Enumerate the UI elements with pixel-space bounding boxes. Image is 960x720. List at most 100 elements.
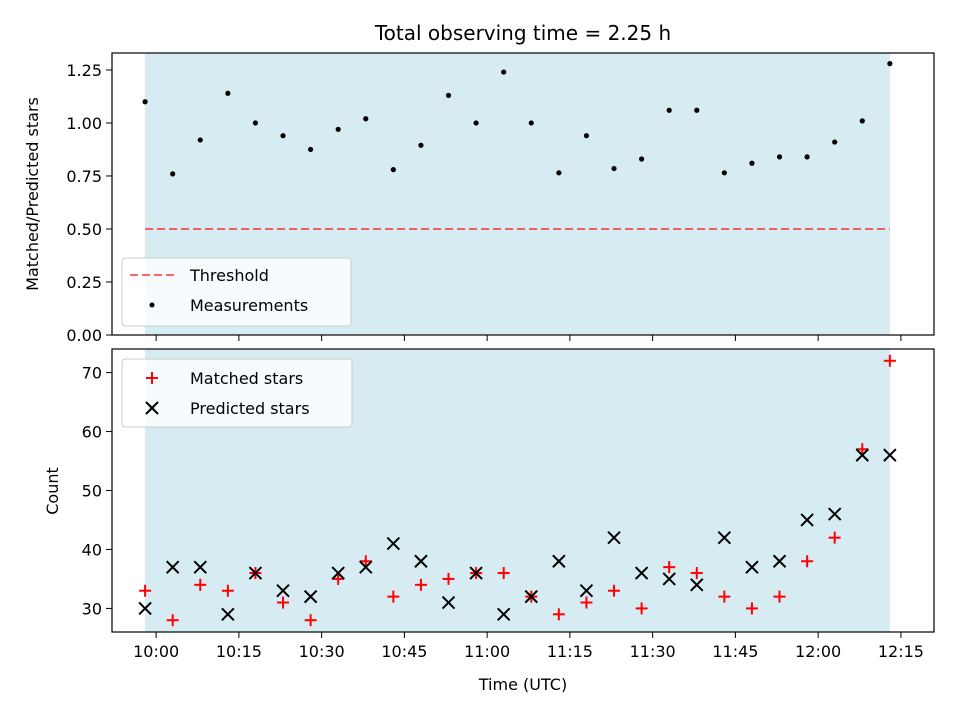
matched-point bbox=[856, 443, 869, 456]
legend-measurements-swatch bbox=[149, 302, 155, 308]
matched-point bbox=[277, 596, 290, 609]
x-tick-label: 11:45 bbox=[712, 642, 758, 661]
bottom-panel: 30 40 50 60 70 10:00 10:15 10:30 10:45 11:00 11:1… bbox=[43, 348, 935, 694]
top-y-tick-label: 1.00 bbox=[66, 114, 102, 133]
matched-point bbox=[635, 602, 648, 615]
measurement-point bbox=[666, 107, 672, 113]
predicted-point bbox=[359, 560, 373, 574]
measurement-point bbox=[528, 120, 534, 126]
predicted-point bbox=[496, 607, 511, 622]
top-y-axis: 0.00 0.25 0.50 0.75 1.00 1.25 bbox=[66, 61, 112, 345]
measurement-point bbox=[556, 170, 562, 176]
matched-point bbox=[773, 590, 786, 603]
matched-swatch-mark bbox=[146, 372, 158, 384]
predicted-point bbox=[441, 595, 456, 610]
legend-measurements-label: Measurements bbox=[190, 296, 308, 315]
chart-title: Total observing time = 2.25 h bbox=[374, 21, 671, 45]
predicted-point bbox=[607, 530, 621, 545]
predicted-point bbox=[579, 584, 594, 598]
matched-point bbox=[221, 584, 234, 597]
predicted-point bbox=[165, 560, 180, 574]
measurement-point bbox=[363, 116, 369, 122]
measurement-point bbox=[280, 133, 286, 139]
measurement-point bbox=[583, 133, 590, 139]
predicted-point bbox=[469, 566, 483, 580]
measurement-point bbox=[225, 90, 231, 96]
measurement-point bbox=[445, 92, 452, 99]
bottom-plot-frame bbox=[111, 348, 935, 633]
matched-point bbox=[414, 578, 427, 591]
predicted-point bbox=[855, 448, 869, 462]
matched-point bbox=[608, 584, 621, 597]
matched-point bbox=[883, 354, 896, 367]
measurement-point bbox=[142, 99, 148, 105]
predicted-point bbox=[303, 589, 318, 604]
predicted-points bbox=[138, 448, 897, 622]
predicted-point bbox=[524, 589, 538, 604]
x-tick-label: 11:30 bbox=[630, 642, 676, 661]
matched-point bbox=[801, 555, 814, 568]
top-x-ticks bbox=[155, 335, 902, 341]
predicted-point bbox=[827, 507, 842, 521]
x-tick-label: 10:15 bbox=[216, 642, 262, 661]
bottom-legend: Matched stars Predicted stars bbox=[121, 358, 353, 428]
predicted-point bbox=[690, 578, 704, 592]
predicted-point bbox=[745, 560, 759, 574]
measurement-points bbox=[142, 61, 893, 177]
matched-point bbox=[718, 590, 731, 603]
x-tick-label: 10:00 bbox=[133, 642, 179, 661]
measurement-point bbox=[197, 137, 203, 143]
predicted-point bbox=[248, 566, 263, 580]
top-y-tick-label: 0.50 bbox=[66, 220, 102, 239]
top-y-axis-label: Matched/Predicted stars bbox=[23, 97, 42, 291]
bottom-y-tick-label: 50 bbox=[82, 482, 102, 501]
predicted-point bbox=[138, 601, 152, 616]
top-y-tick-label: 0.75 bbox=[66, 167, 102, 186]
bottom-y-axis: 30 40 50 60 70 bbox=[82, 364, 112, 618]
predicted-point bbox=[414, 554, 428, 568]
x-tick-label: 11:15 bbox=[547, 642, 593, 661]
bottom-y-tick-label: 30 bbox=[82, 599, 102, 618]
matched-point bbox=[359, 555, 372, 568]
legend-matched-swatch bbox=[146, 372, 158, 384]
predicted-point bbox=[717, 530, 732, 545]
matched-point bbox=[690, 567, 703, 580]
matched-point bbox=[745, 602, 758, 615]
matched-point bbox=[387, 590, 400, 603]
predicted-swatch-mark bbox=[145, 401, 159, 415]
matched-points bbox=[139, 354, 896, 627]
predicted-point bbox=[276, 584, 290, 598]
matched-point bbox=[442, 572, 455, 585]
bottom-legend-box bbox=[121, 358, 353, 428]
predicted-point bbox=[634, 566, 649, 580]
measurement-point bbox=[390, 167, 396, 173]
top-y-tick-label: 0.25 bbox=[66, 273, 102, 292]
bottom-y-axis-label: Count bbox=[43, 467, 62, 515]
matched-point bbox=[663, 561, 676, 574]
measurement-point bbox=[694, 107, 700, 113]
matched-point bbox=[552, 608, 565, 621]
measurement-point bbox=[308, 146, 314, 153]
legend-threshold-label: Threshold bbox=[189, 266, 269, 285]
matched-point bbox=[304, 614, 317, 627]
legend-predicted-label: Predicted stars bbox=[190, 399, 310, 418]
matched-point bbox=[497, 567, 510, 580]
x-tick-label: 12:15 bbox=[878, 642, 924, 661]
bottom-y-tick-label: 60 bbox=[82, 423, 102, 442]
measurement-point bbox=[252, 120, 259, 126]
top-plot-frame bbox=[111, 52, 935, 336]
top-legend: Threshold Measurements bbox=[121, 257, 352, 327]
measurement-point bbox=[418, 142, 424, 148]
legend-matched-label: Matched stars bbox=[190, 369, 303, 388]
matched-point bbox=[332, 572, 345, 585]
x-axis-label: Time (UTC) bbox=[478, 675, 567, 694]
measurement-point bbox=[473, 120, 479, 126]
measurement-point bbox=[639, 156, 645, 162]
top-legend-box bbox=[121, 257, 352, 327]
measurement-point bbox=[887, 61, 893, 67]
x-tick-label: 11:00 bbox=[464, 642, 510, 661]
predicted-point bbox=[772, 554, 787, 568]
top-panel: 0.00 0.25 0.50 0.75 1.00 1.25 Matched/Predict… bbox=[23, 52, 935, 345]
predicted-point bbox=[221, 607, 235, 622]
